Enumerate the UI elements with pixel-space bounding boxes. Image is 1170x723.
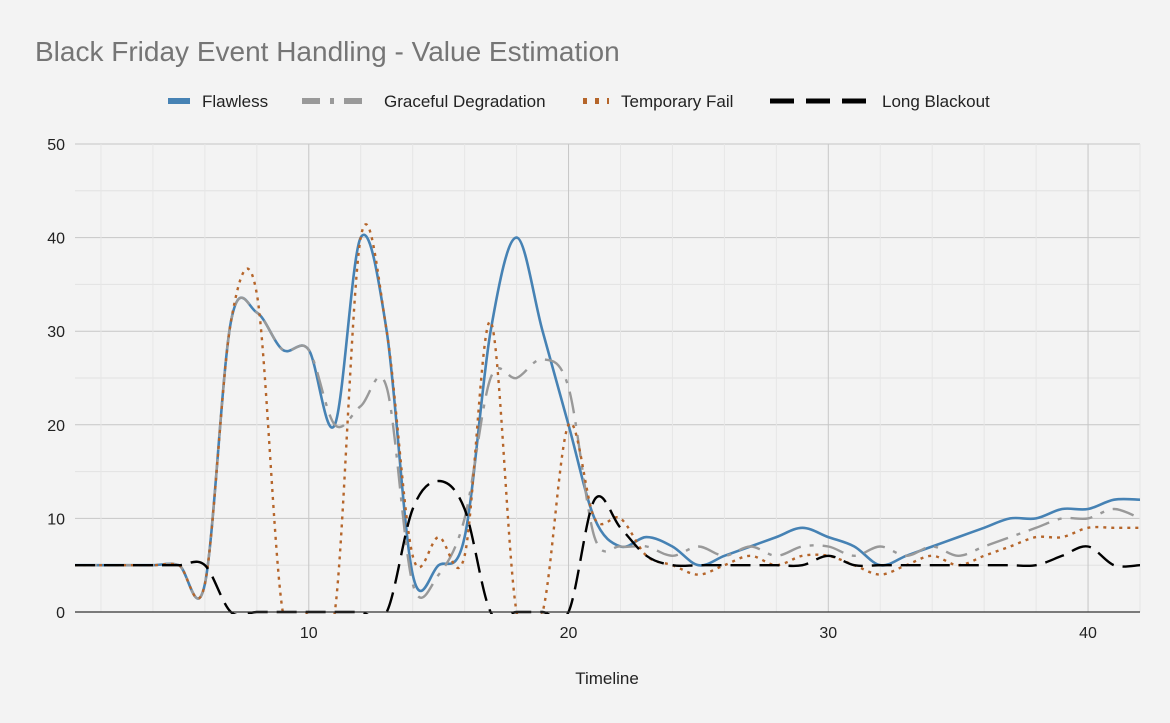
series-lines <box>75 223 1140 614</box>
y-tick-label: 10 <box>47 511 65 528</box>
series-line-temporary-fail <box>75 223 1140 614</box>
legend-label: Long Blackout <box>882 92 990 111</box>
y-tick-label: 0 <box>56 605 65 622</box>
x-tick-label: 40 <box>1079 625 1097 642</box>
legend-label: Temporary Fail <box>621 92 733 111</box>
legend-label: Flawless <box>202 92 268 111</box>
x-axis-title: Timeline <box>575 669 639 688</box>
legend: Flawless Graceful Degradation Temporary Fa… <box>168 92 990 111</box>
x-tick-label: 20 <box>560 625 578 642</box>
x-tick-label: 10 <box>300 625 318 642</box>
x-axis-ticks: 10 20 30 40 <box>300 625 1097 642</box>
y-tick-label: 40 <box>47 231 65 248</box>
gridlines <box>75 143 1141 613</box>
y-tick-label: 50 <box>47 137 65 154</box>
x-tick-label: 30 <box>819 625 837 642</box>
series-line-long-blackout <box>75 479 1140 614</box>
y-tick-label: 30 <box>47 324 65 341</box>
legend-label: Graceful Degradation <box>384 92 546 111</box>
y-tick-label: 20 <box>47 418 65 435</box>
series-line-graceful-degradation <box>75 296 1140 600</box>
series-line-flawless <box>75 233 1140 600</box>
y-axis-ticks: 0 10 20 30 40 50 <box>47 137 65 622</box>
chart-title: Black Friday Event Handling - Value Esti… <box>35 36 620 67</box>
